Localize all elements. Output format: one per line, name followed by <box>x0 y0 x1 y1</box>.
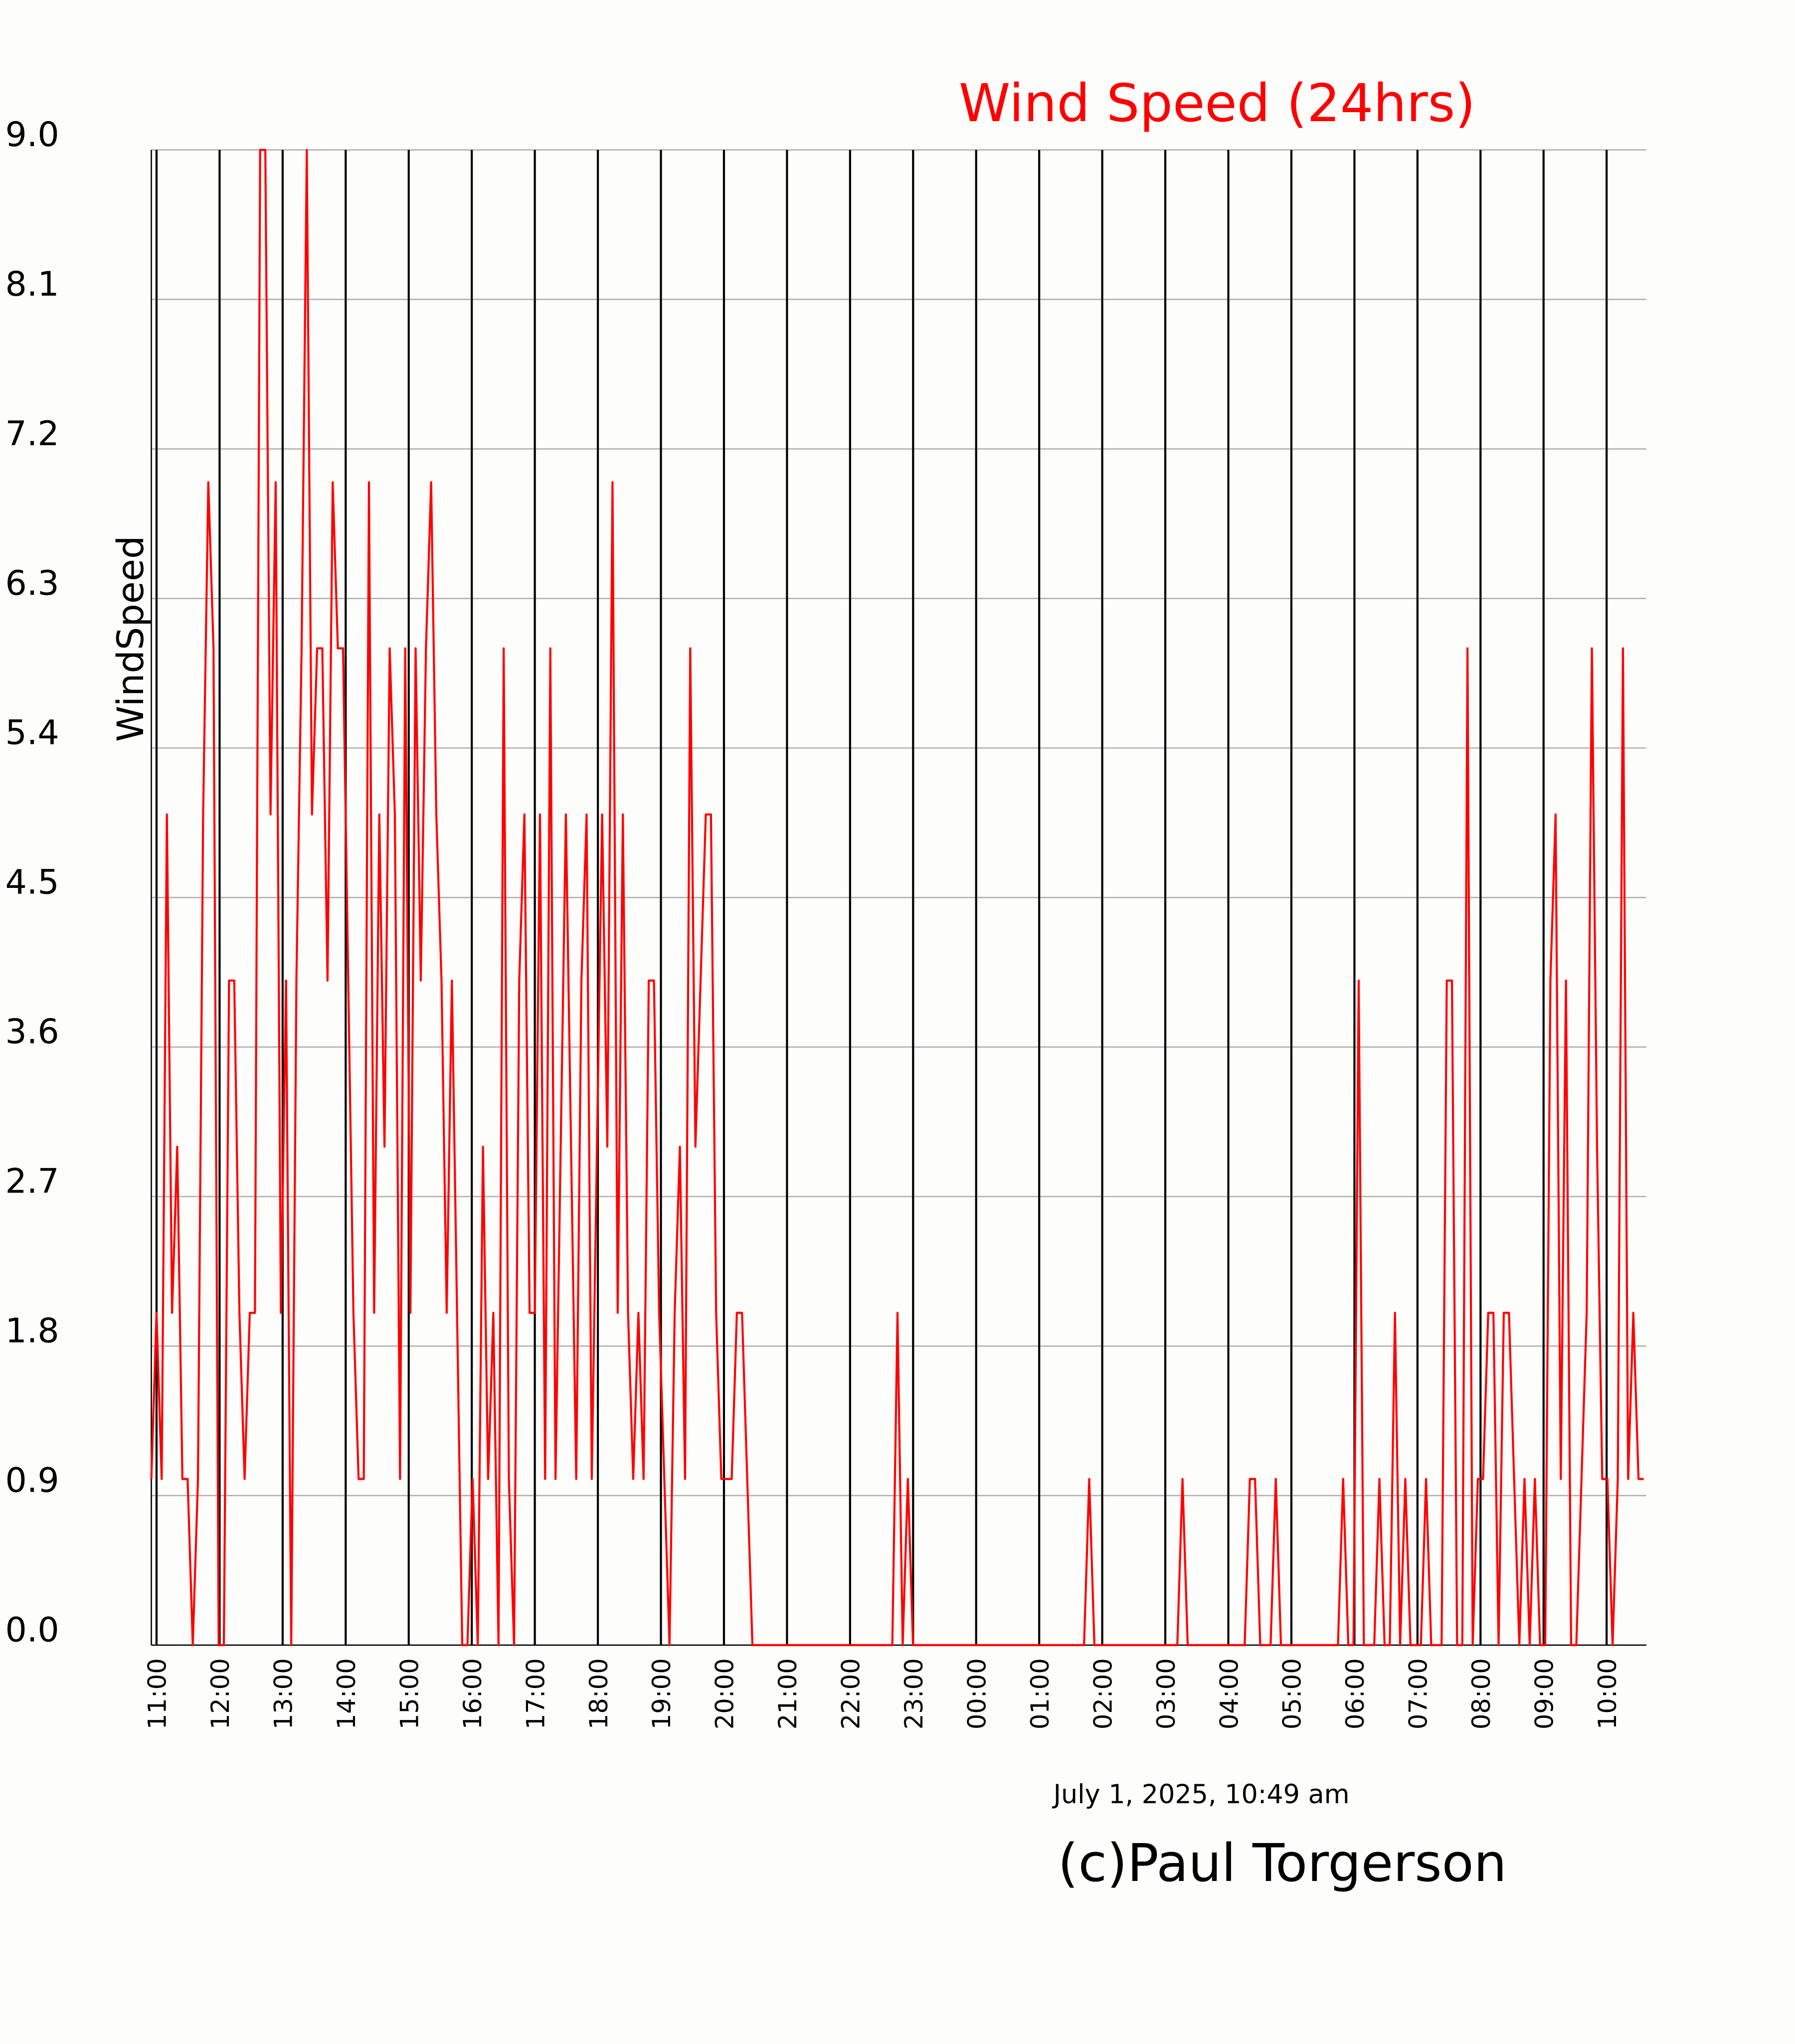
y-tick-label: 0.9 <box>5 1461 59 1500</box>
x-tick-label: 17:00 <box>521 1658 550 1729</box>
x-tick-label: 15:00 <box>395 1658 424 1729</box>
y-axis-label: WindSpeed <box>110 536 152 742</box>
x-tick-label: 13:00 <box>269 1658 298 1729</box>
y-tick-label: 5.4 <box>5 713 59 753</box>
x-tick-label: 20:00 <box>711 1658 739 1729</box>
x-tick-label: 12:00 <box>206 1658 235 1729</box>
y-tick-label: 4.5 <box>5 863 59 902</box>
x-tick-label: 21:00 <box>773 1658 802 1729</box>
x-tick-label: 04:00 <box>1215 1658 1244 1729</box>
y-tick-label: 7.2 <box>5 414 59 454</box>
y-tick-label: 2.7 <box>5 1162 59 1201</box>
chart-title: Wind Speed (24hrs) <box>959 73 1475 134</box>
credit: (c)Paul Torgerson <box>1058 1833 1507 1893</box>
y-tick-label: 6.3 <box>5 564 59 603</box>
y-tick-label: 8.1 <box>5 265 59 304</box>
x-tick-label: 22:00 <box>837 1658 866 1729</box>
x-tick-label: 02:00 <box>1088 1658 1117 1729</box>
x-tick-label: 23:00 <box>899 1658 928 1729</box>
y-tick-label: 3.6 <box>5 1013 59 1052</box>
x-tick-label: 10:00 <box>1593 1658 1622 1729</box>
x-tick-label: 05:00 <box>1278 1658 1307 1729</box>
x-tick-label: 09:00 <box>1530 1658 1559 1729</box>
timestamp: July 1, 2025, 10:49 am <box>1052 1779 1350 1810</box>
x-tick-label: 07:00 <box>1404 1658 1433 1729</box>
x-tick-label: 14:00 <box>332 1658 361 1729</box>
y-tick-label: 9.0 <box>5 115 59 155</box>
x-tick-label: 16:00 <box>458 1658 487 1729</box>
x-tick-label: 19:00 <box>647 1658 676 1729</box>
x-tick-label: 11:00 <box>143 1658 172 1729</box>
x-tick-label: 00:00 <box>962 1658 991 1729</box>
x-tick-label: 08:00 <box>1467 1658 1496 1729</box>
x-tick-label: 03:00 <box>1152 1658 1181 1729</box>
x-tick-label: 01:00 <box>1026 1658 1055 1729</box>
y-tick-label: 0.0 <box>5 1610 59 1650</box>
wind-line <box>150 149 1644 1646</box>
x-tick-label: 06:00 <box>1341 1658 1370 1729</box>
x-tick-label: 18:00 <box>584 1658 613 1729</box>
y-tick-label: 1.8 <box>5 1311 59 1351</box>
